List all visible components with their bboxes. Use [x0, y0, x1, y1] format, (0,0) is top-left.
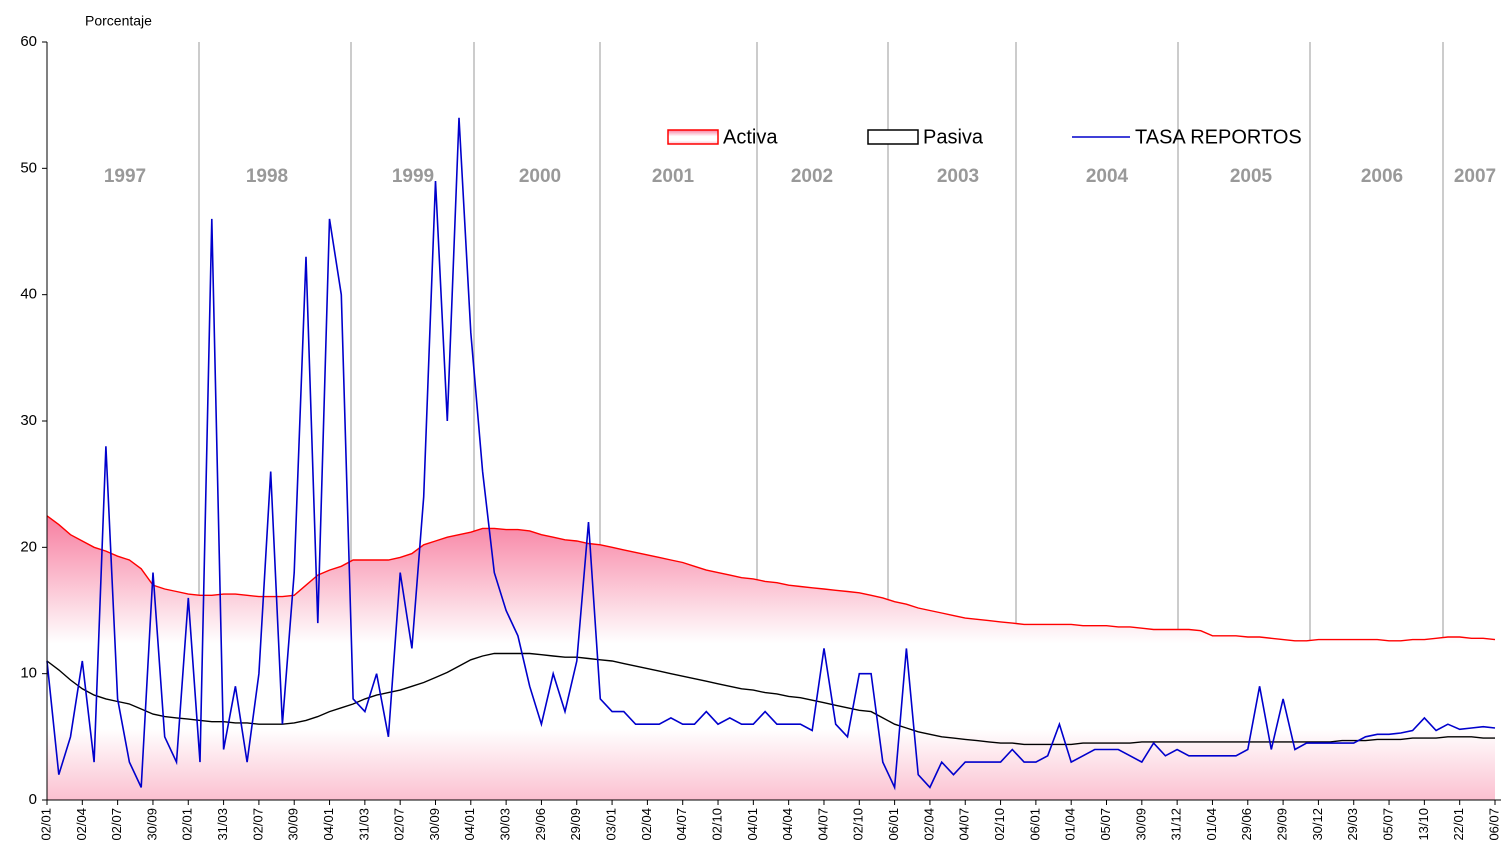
x-tick-label: 04/07: [815, 808, 830, 841]
x-tick-label: 30/09: [286, 808, 301, 841]
legend-swatch: [667, 129, 719, 145]
x-tick-label: 30/09: [427, 808, 442, 841]
x-tick-label: 06/01: [886, 808, 901, 841]
year-label: 1999: [392, 166, 434, 187]
x-tick-label: 02/07: [109, 808, 124, 841]
x-tick-label: 29/09: [568, 808, 583, 841]
y-tick-label: 30: [20, 412, 37, 429]
x-tick-label: 06/01: [1027, 808, 1042, 841]
year-label: 2004: [1086, 166, 1129, 187]
x-tick-label: 22/01: [1451, 808, 1466, 841]
x-tick-label: 04/07: [674, 808, 689, 841]
x-tick-label: 02/04: [639, 808, 654, 841]
x-tick-label: 01/04: [1204, 808, 1219, 841]
x-tick-label: 03/01: [604, 808, 619, 841]
x-tick-label: 29/03: [1345, 808, 1360, 841]
x-tick-label: 05/07: [1380, 808, 1395, 841]
x-tick-label: 31/12: [1169, 808, 1184, 841]
x-tick-label: 29/06: [1239, 808, 1254, 841]
y-tick-label: 50: [20, 159, 37, 176]
x-tick-label: 04/07: [957, 808, 972, 841]
x-tick-label: 29/09: [1275, 808, 1290, 841]
legend-label: Pasiva: [923, 126, 984, 148]
x-tick-label: 02/04: [921, 808, 936, 841]
year-label: 2006: [1361, 166, 1403, 187]
y-tick-label: 20: [20, 538, 37, 555]
year-label: 1998: [246, 166, 288, 187]
x-tick-label: 31/03: [215, 808, 230, 841]
x-tick-label: 04/01: [321, 808, 336, 841]
y-axis-label: Porcentaje: [85, 13, 152, 29]
area-line: [46, 515, 1496, 642]
x-tick-label: 02/07: [250, 808, 265, 841]
x-tick-label: 13/10: [1416, 808, 1431, 841]
line: [46, 652, 1495, 746]
x-tick-label: 04/01: [462, 808, 477, 841]
x-tick-label: 30/09: [144, 808, 159, 841]
x-tick-label: 30/12: [1310, 808, 1325, 841]
year-label: 2002: [791, 166, 833, 187]
x-tick-label: 02/07: [392, 808, 407, 841]
x-tick-label: 04/04: [780, 808, 795, 841]
y-tick-label: 40: [20, 286, 37, 303]
line: [46, 117, 1496, 791]
x-tick-label: 02/01: [38, 808, 53, 841]
x-tick-label: 30/09: [1133, 808, 1148, 841]
legend-label: Activa: [723, 126, 778, 148]
x-tick-label: 01/04: [1063, 808, 1078, 841]
y-tick-label: 60: [20, 33, 37, 50]
x-tick-label: 02/10: [851, 808, 866, 841]
x-tick-label: 06/07: [1486, 808, 1501, 841]
year-label: 2007: [1454, 166, 1496, 187]
x-tick-label: 04/01: [745, 808, 760, 841]
x-tick-label: 02/10: [709, 808, 724, 841]
x-tick-label: 02/04: [74, 808, 89, 841]
x-tick-label: 29/06: [533, 808, 548, 841]
legend-label: TASA REPORTOS: [1135, 126, 1302, 148]
x-tick-label: 30/03: [498, 808, 513, 841]
year-label: 1997: [104, 166, 146, 187]
year-label: 2005: [1230, 166, 1273, 187]
x-tick-label: 02/10: [992, 808, 1007, 841]
area-fill: [47, 515, 1495, 800]
x-tick-label: 05/07: [1098, 808, 1113, 841]
x-tick-label: 02/01: [180, 808, 195, 841]
y-tick-label: 10: [20, 665, 37, 682]
legend-swatch: [867, 129, 919, 145]
year-label: 2000: [519, 166, 561, 187]
year-label: 2001: [652, 166, 695, 187]
y-tick-label: 0: [29, 791, 37, 808]
year-label: 2003: [937, 166, 979, 187]
x-tick-label: 31/03: [356, 808, 371, 841]
